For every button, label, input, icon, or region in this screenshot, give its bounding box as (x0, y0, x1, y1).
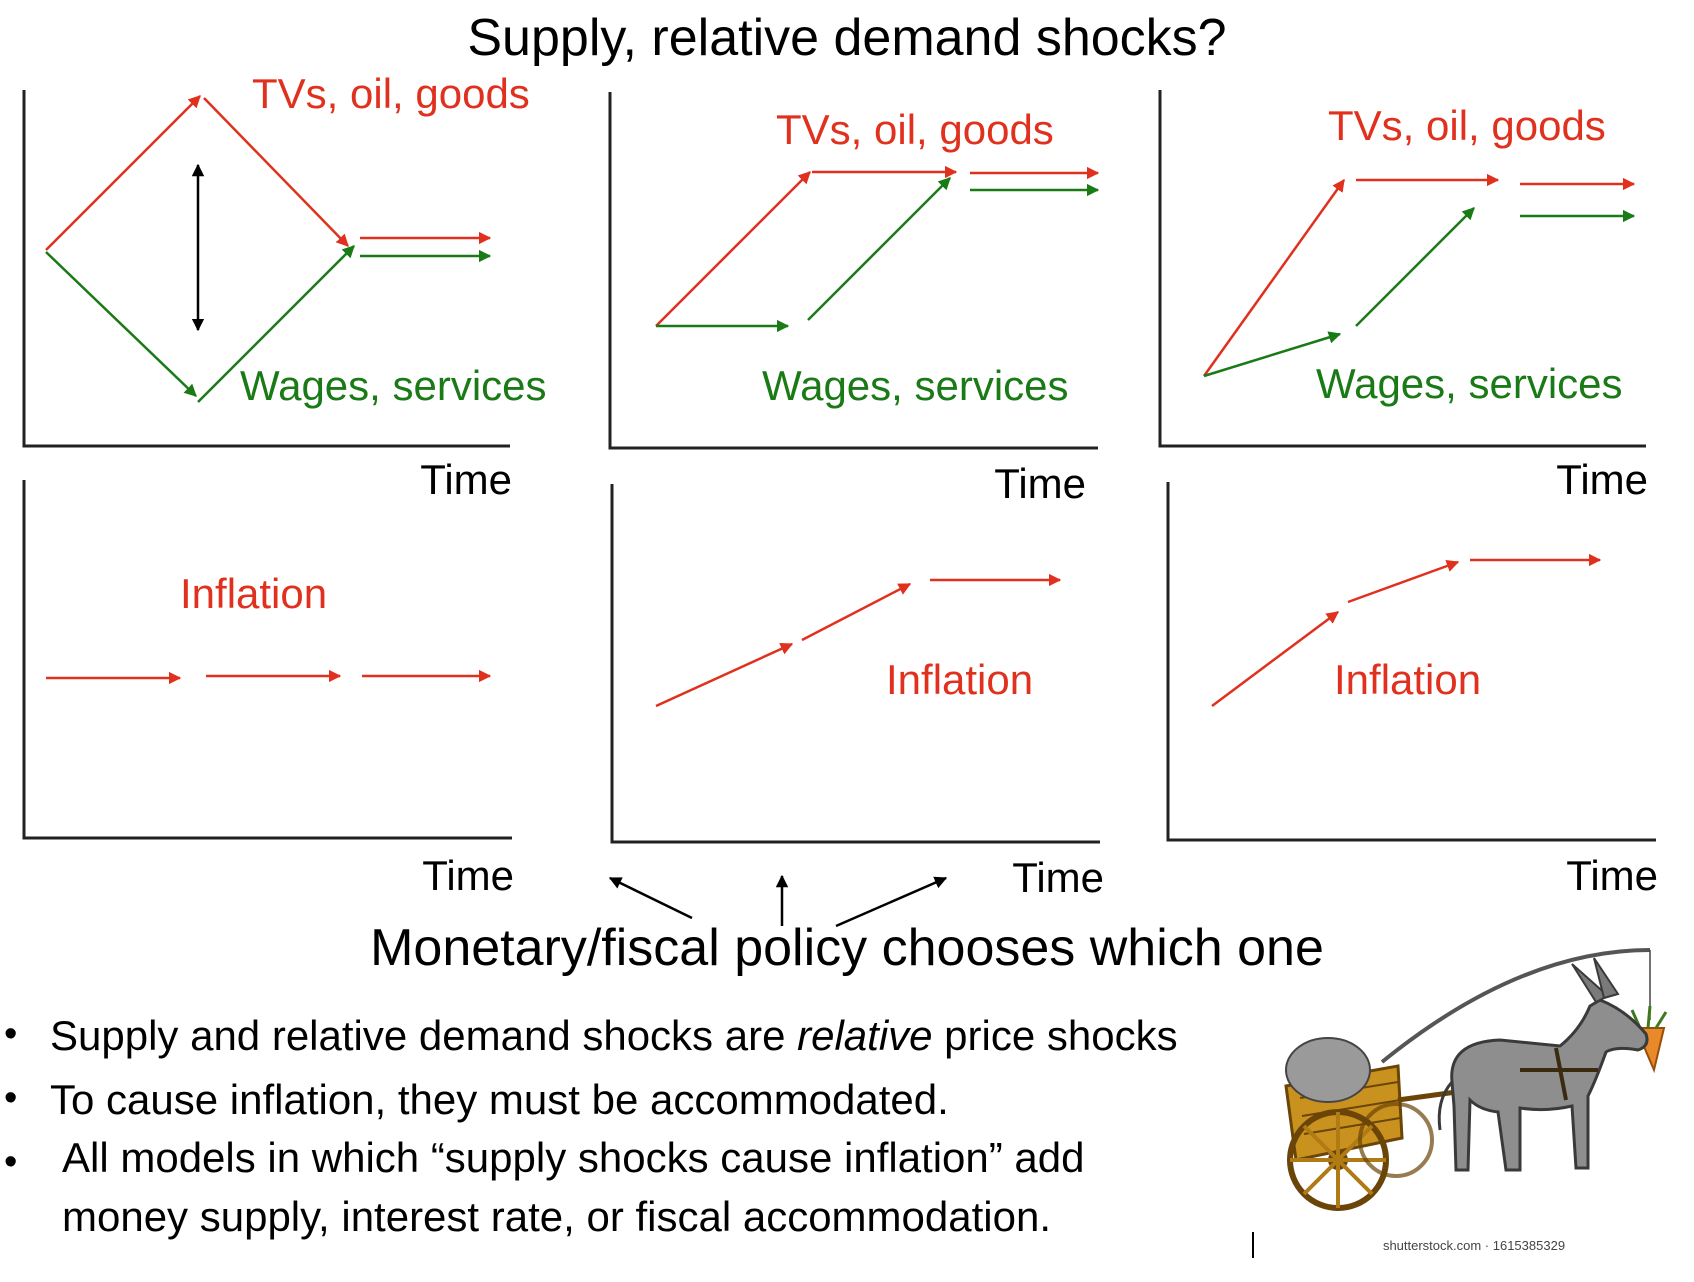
inflation-label: Inflation (886, 656, 1033, 703)
goods-up-arrow (45, 95, 201, 251)
panel-bottom-left: Inflation Time (22, 480, 514, 899)
time-label: Time (994, 460, 1086, 507)
inflation-arrow-2 (801, 582, 912, 642)
panel-top-left: TVs, oil, goods Wages, services Time (22, 70, 547, 503)
cart-wheel-back (1358, 1102, 1434, 1178)
policy-caption: Monetary/fiscal policy chooses which one (370, 919, 1324, 977)
goods-label: TVs, oil, goods (776, 106, 1054, 153)
image-credit: shutterstock.com · 1615385329 (1383, 1238, 1565, 1253)
wages-label: Wages, services (1316, 360, 1623, 407)
wages-rise-arrow (1203, 331, 1342, 378)
policy-arrows (608, 874, 948, 928)
carrot-pole (1380, 948, 1651, 1064)
time-label: Time (1566, 852, 1658, 899)
axes-bottom-left (22, 480, 512, 840)
time-label: Time (1556, 456, 1648, 503)
bullet-dot-icon: • (4, 1077, 18, 1119)
bullet-1-tail: price shocks (932, 1012, 1178, 1059)
policy-arrow-left (608, 876, 693, 920)
time-label: Time (420, 456, 512, 503)
policy-arrow-right (835, 876, 948, 928)
bullet-dot-icon: • (4, 1013, 18, 1055)
bullet-3-text: All models in which “supply shocks cause… (62, 1134, 1085, 1240)
bullet-1-text: Supply and relative demand shocks are (50, 1012, 798, 1059)
inflation-arrow-1 (1211, 610, 1340, 708)
panel-bottom-middle: Inflation Time (610, 484, 1104, 901)
panel-top-right: TVs, oil, goods Wages, services Time (1158, 90, 1648, 503)
goods-jump-arrow (655, 171, 811, 327)
inflation-arrow-1 (655, 642, 794, 708)
time-label: Time (1012, 854, 1104, 901)
bullet-1-emphasis: relative (797, 1012, 933, 1059)
donkey-cart-carrot-icon (1284, 948, 1668, 1211)
inflation-label: Inflation (180, 570, 327, 617)
axes-top-right (1158, 90, 1646, 448)
wages-up-arrow (197, 245, 355, 403)
bullet-2-text: To cause inflation, they must be accommo… (50, 1076, 949, 1123)
panel-bottom-right: Inflation Time (1166, 482, 1658, 899)
panel-top-middle: TVs, oil, goods Wages, services Time (608, 92, 1100, 507)
goods-jump-arrow (1202, 178, 1346, 377)
axes-top-middle (608, 92, 1098, 450)
axes-bottom-middle (610, 484, 1100, 844)
wages-label: Wages, services (240, 362, 547, 409)
inflation-label: Inflation (1334, 656, 1481, 703)
wages-catch-up-arrow (807, 177, 951, 321)
axes-bottom-right (1166, 482, 1656, 842)
wages-catch-up-arrow (1355, 207, 1475, 327)
goods-down-arrow (203, 97, 349, 247)
wages-down-arrow (45, 251, 197, 397)
time-label: Time (422, 852, 514, 899)
bullet-dot-icon: • (4, 1141, 18, 1183)
goods-label: TVs, oil, goods (1328, 102, 1606, 149)
cart-sack (1285, 1037, 1371, 1103)
axes-top-left (22, 90, 510, 448)
donkey (1450, 998, 1649, 1172)
goods-label: TVs, oil, goods (252, 70, 530, 117)
slide-title: Supply, relative demand shocks? (467, 9, 1227, 67)
inflation-arrow-2 (1347, 559, 1460, 604)
wages-label: Wages, services (762, 362, 1069, 409)
